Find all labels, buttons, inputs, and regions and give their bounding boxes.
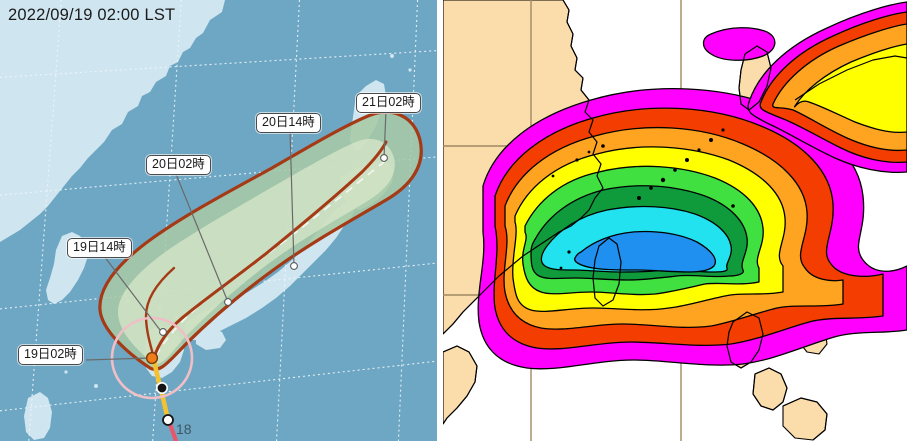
band-yellow-japan xyxy=(793,43,907,134)
track-map-canvas xyxy=(0,0,437,441)
island-dot xyxy=(94,384,98,388)
coastlines-overlay xyxy=(443,0,907,441)
lon-line xyxy=(28,0,62,441)
past-position-filled xyxy=(156,381,169,394)
japan-coast xyxy=(794,55,907,101)
island-dot xyxy=(47,49,53,55)
leader-19-14 xyxy=(103,255,161,331)
forecast-cone-inner xyxy=(118,138,395,364)
lat-line xyxy=(0,262,437,310)
track-forecast-branch xyxy=(144,266,176,360)
forecast-position-markers xyxy=(159,154,388,336)
lat-line xyxy=(0,156,437,196)
korea-outline xyxy=(738,45,772,111)
visayas-outline xyxy=(752,367,788,411)
taiwan-outline xyxy=(592,237,622,307)
leader-20-02 xyxy=(175,173,229,303)
wind-radius-circle xyxy=(110,316,194,400)
lat-line xyxy=(0,50,437,78)
rainfall-contour-panel xyxy=(443,0,907,441)
current-center-marker xyxy=(145,351,159,365)
forecast-point xyxy=(290,262,298,270)
time-label-20-02: 20日02時 xyxy=(146,155,211,175)
island-dot xyxy=(408,68,412,72)
contour-map-canvas xyxy=(443,0,907,441)
indochina-outline xyxy=(443,345,478,425)
band-blue xyxy=(574,230,717,273)
leader-20-14 xyxy=(289,129,295,267)
time-label-21-02: 21日02時 xyxy=(356,93,421,113)
mindanao-outline xyxy=(782,397,828,441)
forecast-point xyxy=(224,298,232,306)
time-label-20-14: 20日14時 xyxy=(256,113,321,133)
forecast-point xyxy=(159,328,167,336)
luzon-outline xyxy=(726,311,764,369)
storm-number-label: 18 xyxy=(176,421,192,437)
panel-divider xyxy=(437,0,443,441)
label-leader-lines xyxy=(85,109,387,361)
leader-21-02 xyxy=(383,109,387,159)
map-timestamp: 2022/09/19 02:00 LST xyxy=(8,6,176,24)
forecast-point xyxy=(380,154,388,162)
magenta-island-patch xyxy=(702,27,776,61)
lon-line xyxy=(397,0,419,441)
island-dot xyxy=(64,370,68,374)
secondary-maximum xyxy=(747,1,907,174)
ryukyu-islands xyxy=(551,128,735,270)
time-label-19-14: 19日14時 xyxy=(67,238,132,258)
lon-line xyxy=(152,0,182,441)
main-storm-core xyxy=(477,88,907,370)
past-position-open xyxy=(162,414,174,426)
island-dot xyxy=(390,54,394,58)
china-coast xyxy=(443,0,604,335)
time-label-19-02: 19日02時 xyxy=(18,345,83,365)
leader-19-02 xyxy=(85,357,151,361)
lat-line xyxy=(0,360,437,412)
track-forecast-line xyxy=(152,140,388,360)
typhoon-track-panel: 2022/09/19 02:00 LST 19日02時 19日14時 20日02… xyxy=(0,0,437,441)
